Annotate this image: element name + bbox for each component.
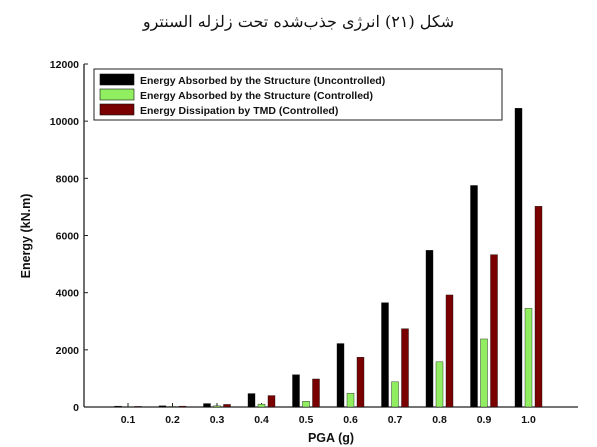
bar-controlled <box>435 361 444 408</box>
legend-label: Energy Absorbed by the Structure (Uncont… <box>140 75 385 87</box>
x-tick-label: 0.5 <box>299 414 314 426</box>
bar-tmd <box>178 405 187 408</box>
bar-uncontrolled <box>114 405 122 408</box>
bar-controlled <box>168 406 177 408</box>
bar-controlled <box>346 393 355 408</box>
legend-swatch <box>99 73 135 86</box>
figure-caption: شکل (۲۱) انرژی جذب‌شده تحت زلزله السنترو <box>142 12 455 31</box>
bar-controlled <box>257 403 266 408</box>
bar-tmd <box>534 206 543 408</box>
x-tick-label: 0.9 <box>477 414 492 426</box>
y-tick-label: 6000 <box>56 231 80 243</box>
x-tick-label: 0.2 <box>165 414 180 426</box>
bar-controlled <box>480 338 488 408</box>
bar-uncontrolled <box>514 108 523 408</box>
bar-uncontrolled <box>381 302 389 408</box>
bar-uncontrolled <box>470 185 478 408</box>
tick-labels: 0 2000 4000 6000 8000 10000 12000 0.1 0.2 0.3 0.4 0… <box>50 59 536 426</box>
bar-uncontrolled <box>425 250 434 408</box>
bar-tmd <box>356 357 365 408</box>
y-tick-label: 8000 <box>56 173 80 185</box>
bar-tmd <box>134 406 142 408</box>
bar-controlled <box>302 401 310 408</box>
bar-uncontrolled <box>336 343 345 408</box>
x-tick-label: 0.8 <box>432 414 447 426</box>
bar-tmd <box>490 254 498 408</box>
x-tick-label: 1.0 <box>521 414 536 426</box>
legend-label: Energy Dissipation by TMD (Controlled) <box>140 105 338 117</box>
legend-label: Energy Absorbed by the Structure (Contro… <box>140 90 373 102</box>
bar-uncontrolled <box>158 405 167 408</box>
x-tick-label: 0.6 <box>343 414 358 426</box>
x-tick-label: 0.3 <box>210 414 225 426</box>
legend-swatch <box>99 103 135 116</box>
x-tick-label: 0.4 <box>254 414 269 426</box>
bar-tmd <box>445 294 454 408</box>
bars <box>114 108 543 408</box>
bar-controlled <box>391 381 399 408</box>
x-tick-label: 0.7 <box>388 414 403 426</box>
x-axis-title: PGA (g) <box>308 431 354 445</box>
bar-uncontrolled <box>247 393 256 408</box>
bar-tmd <box>312 378 320 408</box>
legend-box <box>93 68 503 121</box>
y-tick-label: 10000 <box>50 116 79 128</box>
y-tick-label: 4000 <box>56 288 80 300</box>
y-tick-label: 0 <box>73 402 79 414</box>
legend-swatch <box>99 88 135 101</box>
bar-uncontrolled <box>203 403 211 408</box>
bar-tmd <box>401 328 409 408</box>
bar-tmd <box>267 395 276 408</box>
bar-tmd <box>223 404 231 408</box>
x-tick-label: 0.1 <box>121 414 136 426</box>
y-tick-label: 2000 <box>56 345 80 357</box>
bar-controlled <box>524 308 533 408</box>
y-tick-label: 12000 <box>50 59 79 71</box>
bar-uncontrolled <box>292 374 300 408</box>
bar-controlled <box>124 406 132 408</box>
legend: Energy Absorbed by the Structure (Uncont… <box>93 68 503 121</box>
bar-controlled <box>213 405 221 408</box>
y-axis-title: Energy (kN.m) <box>19 194 33 279</box>
